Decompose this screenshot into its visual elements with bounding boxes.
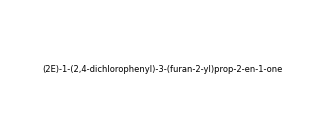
Text: (2E)-1-(2,4-dichlorophenyl)-3-(furan-2-yl)prop-2-en-1-one: (2E)-1-(2,4-dichlorophenyl)-3-(furan-2-y… bbox=[42, 64, 282, 74]
